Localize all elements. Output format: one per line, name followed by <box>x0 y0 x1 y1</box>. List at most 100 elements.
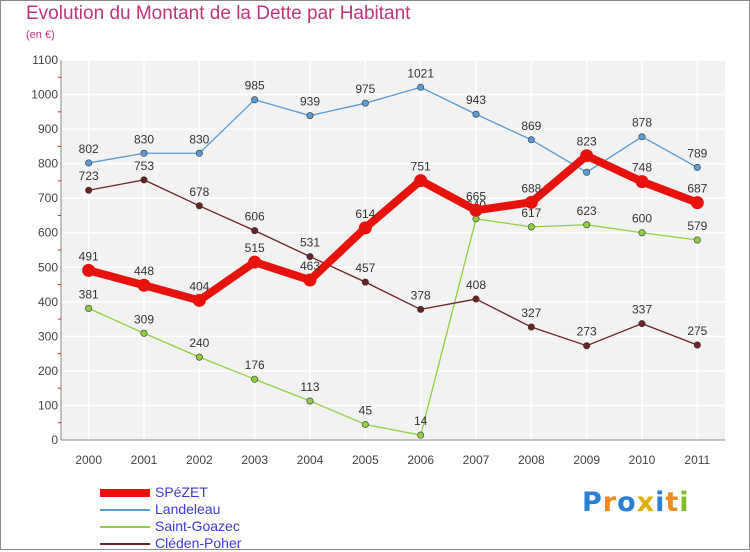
data-point-cl-den-poher <box>140 176 148 184</box>
data-point-saint-goazec <box>85 304 93 312</box>
data-point-landeleau <box>638 133 646 141</box>
data-label-landeleau: 975 <box>355 82 375 96</box>
data-point-saint-goazec <box>693 236 701 244</box>
chart-subtitle: (en €) <box>26 29 55 41</box>
data-point-landeleau <box>140 149 148 157</box>
data-point-saint-goazec <box>527 223 535 231</box>
legend-swatch-cleden-poher <box>100 543 150 545</box>
data-label-saint-goazec: 14 <box>414 414 428 428</box>
data-point-saint-goazec <box>417 431 425 439</box>
data-point-landeleau <box>472 110 480 118</box>
data-label-saint-goazec: 579 <box>687 219 707 233</box>
data-point-cl-den-poher <box>195 202 203 210</box>
data-point-sp-zet <box>192 293 206 307</box>
data-point-cl-den-poher <box>251 227 259 235</box>
data-point-sp-zet <box>580 149 594 163</box>
data-label-sp-zet: 463 <box>300 259 320 273</box>
data-point-cl-den-poher <box>583 342 591 350</box>
logo-letter: x <box>636 487 656 518</box>
data-label-saint-goazec: 617 <box>521 206 541 220</box>
data-point-saint-goazec <box>361 420 369 428</box>
data-label-cl-den-poher: 531 <box>300 236 320 250</box>
data-label-saint-goazec: 623 <box>577 204 597 218</box>
data-point-cl-den-poher <box>361 278 369 286</box>
data-label-sp-zet: 748 <box>632 161 652 175</box>
y-tick-label: 400 <box>38 295 58 309</box>
data-label-sp-zet: 515 <box>245 241 265 255</box>
data-label-landeleau: 802 <box>79 142 99 156</box>
logo-letter: i <box>679 487 690 518</box>
data-point-sp-zet <box>690 196 704 210</box>
data-label-landeleau: 943 <box>466 93 486 107</box>
data-label-sp-zet: 688 <box>521 181 541 195</box>
y-tick-label: 900 <box>38 122 58 136</box>
data-label-landeleau: 830 <box>134 132 154 146</box>
y-tick-label: 200 <box>38 364 58 378</box>
x-tick-label: 2010 <box>629 453 656 467</box>
legend-label-cleden-poher: Cléden-Poher <box>155 535 242 551</box>
logo-letter: r <box>602 487 618 518</box>
x-tick-label: 2004 <box>297 453 324 467</box>
x-tick-label: 2006 <box>407 453 434 467</box>
legend-swatch-landeleau <box>100 509 150 511</box>
data-label-cl-den-poher: 337 <box>632 303 652 317</box>
y-tick-label: 600 <box>38 226 58 240</box>
data-point-sp-zet <box>137 278 151 292</box>
data-point-landeleau <box>583 168 591 176</box>
data-label-saint-goazec: 240 <box>189 336 209 350</box>
x-tick-label: 2008 <box>518 453 545 467</box>
data-label-sp-zet: 665 <box>466 189 486 203</box>
data-point-landeleau <box>306 112 314 120</box>
data-label-landeleau: 789 <box>687 146 707 160</box>
series-line-cl-den-poher <box>88 179 698 347</box>
data-label-landeleau: 830 <box>189 132 209 146</box>
y-tick-label: 1000 <box>31 88 58 102</box>
logo-letter: t <box>665 487 680 518</box>
legend-label-landeleau: Landeleau <box>155 501 221 517</box>
data-label-cl-den-poher: 753 <box>134 159 154 173</box>
data-point-sp-zet <box>358 221 372 235</box>
data-point-sp-zet <box>248 255 262 269</box>
data-point-sp-zet <box>303 273 317 287</box>
data-point-cl-den-poher <box>693 341 701 349</box>
y-tick-label: 500 <box>38 260 58 274</box>
data-label-cl-den-poher: 273 <box>577 325 597 339</box>
legend-swatch-spezet <box>100 489 150 497</box>
data-label-saint-goazec: 600 <box>632 212 652 226</box>
data-point-cl-den-poher <box>638 320 646 328</box>
y-tick-label: 100 <box>38 398 58 412</box>
x-tick-label: 2003 <box>241 453 268 467</box>
data-point-cl-den-poher <box>85 186 93 194</box>
chart-title: Evolution du Montant de la Dette par Hab… <box>26 3 411 24</box>
data-point-sp-zet <box>414 174 428 188</box>
data-label-sp-zet: 404 <box>189 279 209 293</box>
data-point-saint-goazec <box>583 221 591 229</box>
data-label-cl-den-poher: 408 <box>466 278 486 292</box>
data-label-saint-goazec: 176 <box>245 358 265 372</box>
data-label-saint-goazec: 381 <box>79 287 99 301</box>
data-point-landeleau <box>693 163 701 171</box>
logo-letter: P <box>582 487 603 518</box>
data-point-saint-goazec <box>306 397 314 405</box>
data-point-landeleau <box>527 136 535 144</box>
series-line-landeleau <box>88 86 698 173</box>
data-label-sp-zet: 448 <box>134 264 154 278</box>
y-tick-label: 1100 <box>32 53 58 67</box>
data-point-cl-den-poher <box>417 305 425 313</box>
logo-letter: o <box>617 487 637 518</box>
data-point-sp-zet <box>635 175 649 189</box>
data-label-cl-den-poher: 327 <box>521 306 541 320</box>
data-point-landeleau <box>85 159 93 167</box>
data-label-saint-goazec: 113 <box>300 380 319 394</box>
data-label-sp-zet: 687 <box>687 182 707 196</box>
legend-swatch-saint-goazec <box>100 526 150 528</box>
y-tick-label: 700 <box>38 191 58 205</box>
y-tick-label: 300 <box>38 329 58 343</box>
data-point-cl-den-poher <box>306 253 314 261</box>
x-tick-label: 2007 <box>463 453 490 467</box>
data-point-sp-zet <box>82 263 96 277</box>
data-label-landeleau: 939 <box>300 95 320 109</box>
data-label-cl-den-poher: 275 <box>687 324 707 338</box>
data-point-saint-goazec <box>251 375 259 383</box>
